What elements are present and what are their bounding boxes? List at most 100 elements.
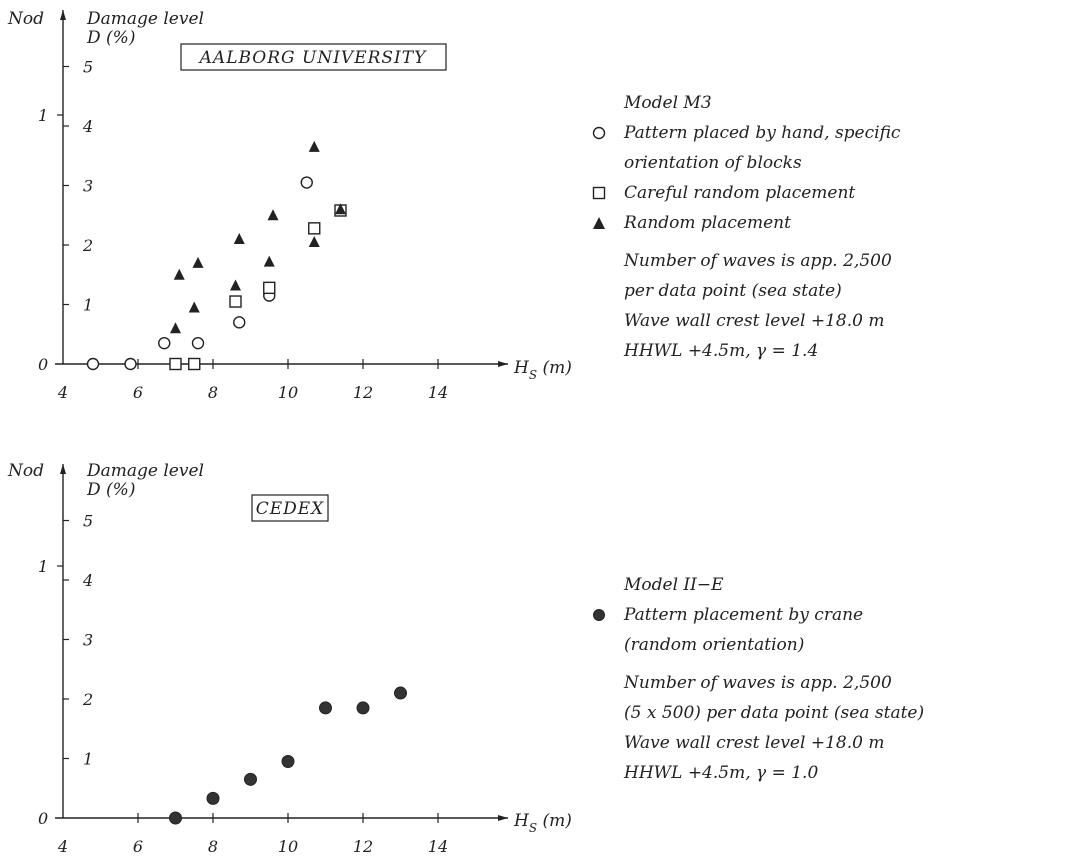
data-point-triangle [308, 140, 320, 152]
x-tick-label: 8 [208, 383, 218, 402]
x-tick-label: 12 [353, 383, 373, 402]
x-tick-label: 4 [57, 383, 68, 402]
x-tick-label: 8 [208, 837, 218, 856]
d-tick-label: 5 [83, 512, 93, 531]
x-tick-label: 14 [428, 383, 448, 402]
circle-open-icon [592, 118, 624, 140]
legend-item: Pattern placement by crane [592, 600, 924, 630]
legend-item: Random placement [592, 208, 900, 238]
legend-label-cont: orientation of blocks [624, 153, 802, 173]
data-point-triangle [173, 268, 185, 280]
data-point-square-open [188, 357, 201, 371]
x-tick-label: 12 [353, 837, 373, 856]
data-point-circle-filled [319, 701, 332, 715]
damage-axis-label: Damage level [86, 9, 204, 29]
data-point-triangle [308, 236, 320, 248]
data-point-circle-open [191, 336, 205, 350]
data-point-circle-filled [169, 811, 182, 825]
legend-item: Pattern placed by hand, specific [592, 118, 900, 148]
data-point-triangle [230, 279, 241, 291]
data-point-triangle [267, 209, 279, 221]
x-tick-label: 10 [278, 837, 298, 856]
data-point-circle-open [124, 357, 137, 371]
legend-label: Pattern placement by crane [624, 605, 864, 625]
legend-model: Model II−E [624, 575, 724, 595]
data-point-triangle [263, 255, 275, 267]
x-axis-label: HS (m) [513, 358, 572, 382]
nod-tick-label: 1 [38, 557, 48, 576]
data-point-square-open [308, 222, 321, 235]
x-tick-label: 6 [133, 837, 143, 856]
x-axis-label: HS (m) [513, 811, 572, 835]
data-point-circle-filled [394, 686, 407, 700]
d-tick-label: 2 [82, 690, 93, 709]
chart-title: CEDEX [256, 499, 325, 519]
data-point-circle-filled [244, 772, 257, 786]
note-line: HHWL +4.5m, γ = 1.0 [624, 763, 819, 783]
data-marks [169, 686, 407, 825]
note-line: HHWL +4.5m, γ = 1.4 [624, 341, 819, 361]
legend-aalborg: Model M3 Pattern placed by hand, specifi… [592, 88, 900, 366]
chart-aalborg: Nod Damage level D (%) AALBORG UNIVERSIT… [7, 9, 572, 402]
data-point-circle-filled [356, 701, 370, 715]
nod-tick-label: 1 [38, 106, 48, 125]
d-tick-label: 3 [83, 177, 93, 196]
damage-unit-label: D (%) [86, 28, 135, 48]
title-box [251, 494, 329, 522]
d-tick-label: 5 [83, 58, 93, 77]
title-box [180, 43, 447, 71]
note-line: Number of waves is app. 2,500 [624, 251, 892, 271]
legend-label: Pattern placed by hand, specific [624, 123, 901, 143]
d-tick-label: 2 [82, 236, 93, 255]
legend-label: Careful random placement [624, 183, 856, 203]
damage-unit-label: D (%) [86, 480, 135, 500]
circle-filled-icon [592, 600, 624, 622]
data-marks [86, 140, 347, 371]
data-point-square-open [169, 357, 182, 371]
note-line: (5 x 500) per data point (sea state) [624, 703, 925, 723]
legend-notes: Number of waves is app. 2,500 (5 x 500) … [592, 668, 924, 788]
x-tick-label: 6 [133, 383, 143, 402]
triangle-filled-icon [592, 208, 624, 230]
data-point-circle-open [300, 176, 313, 189]
nod-axis-label: Nod [7, 9, 44, 29]
note-line: per data point (sea state) [624, 281, 842, 301]
d-tick-label: 4 [82, 117, 93, 136]
d-tick-label: 4 [82, 571, 93, 590]
x-tick-label: 4 [57, 837, 68, 856]
data-point-circle-open [233, 316, 246, 329]
nod-tick-label: 0 [38, 355, 48, 374]
data-point-square-open [263, 281, 276, 295]
data-point-triangle [192, 256, 204, 268]
note-line: Wave wall crest level +18.0 m [624, 311, 885, 331]
data-point-circle-open [86, 357, 100, 371]
data-point-circle-open [158, 336, 171, 350]
data-point-triangle [335, 203, 346, 215]
data-point-triangle [188, 301, 200, 313]
note-line: Number of waves is app. 2,500 [624, 673, 892, 693]
data-point-circle-filled [206, 791, 220, 805]
square-open-icon [592, 178, 624, 200]
d-tick-label: 3 [83, 631, 93, 650]
chart-title: AALBORG UNIVERSITY [198, 48, 427, 68]
d-tick-label: 1 [83, 750, 93, 769]
legend-label-cont: (random orientation) [624, 635, 805, 655]
legend-cedex: Model II−E Pattern placement by crane (r… [592, 570, 924, 788]
x-tick-label: 14 [428, 837, 448, 856]
damage-axis-label: Damage level [86, 461, 204, 481]
legend-notes: Number of waves is app. 2,500 per data p… [592, 246, 900, 366]
nod-tick-label: 0 [38, 809, 48, 828]
x-tick-label: 10 [278, 383, 298, 402]
data-point-triangle [170, 322, 181, 334]
d-tick-label: 1 [83, 296, 93, 315]
legend-item: Careful random placement [592, 178, 900, 208]
legend-label: Random placement [624, 213, 791, 233]
note-line: Wave wall crest level +18.0 m [624, 733, 885, 753]
data-point-circle-filled [281, 754, 295, 768]
chart-cedex: Nod Damage level D (%) CEDEX 4 6 8 10 12 1412… [7, 461, 572, 856]
nod-axis-label: Nod [7, 461, 44, 481]
data-point-square-open [229, 295, 242, 308]
